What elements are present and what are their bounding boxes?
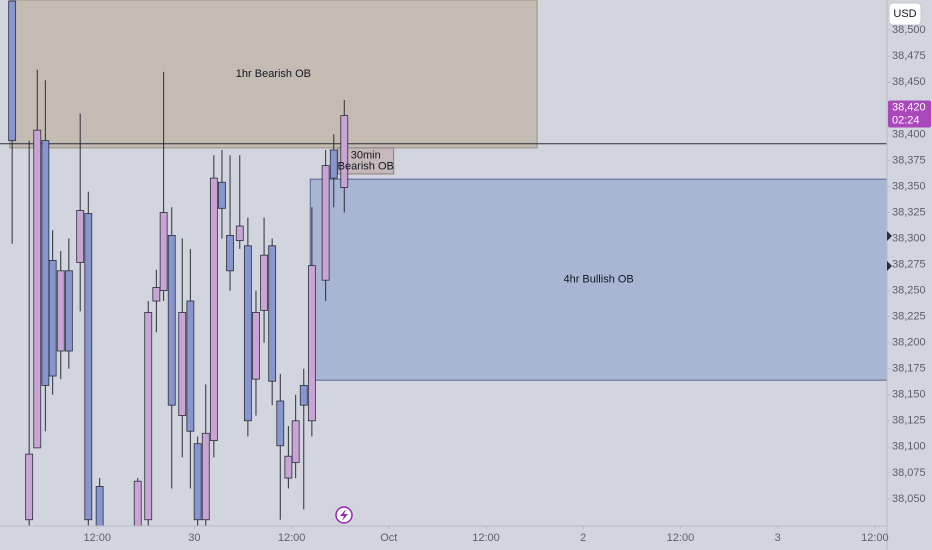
candle-body	[329, 149, 338, 179]
x-tick-label: 12:00	[861, 532, 889, 544]
currency-label: USD	[893, 8, 916, 20]
candle-body	[56, 270, 65, 352]
y-tick-label: 38,400	[892, 128, 926, 140]
y-tick-label: 38,450	[892, 76, 926, 88]
candle-body	[291, 420, 300, 463]
candle-body	[201, 432, 210, 521]
order-block-zone	[309, 178, 887, 381]
x-tick-label: 12:00	[278, 532, 306, 544]
candle-body	[178, 312, 187, 416]
candle-body	[209, 177, 218, 441]
y-tick-label: 38,300	[892, 232, 926, 244]
zone-label: 30min	[351, 149, 381, 161]
y-tick-label: 38,200	[892, 337, 926, 349]
zone-label: Bearish OB	[338, 160, 394, 172]
y-tick-label: 38,275	[892, 258, 926, 270]
candle-body	[133, 480, 142, 526]
x-tick-label: 12:00	[472, 532, 500, 544]
zone-label: 1hr Bearish OB	[236, 68, 311, 80]
candle-body	[284, 455, 293, 479]
candle-body	[41, 140, 50, 386]
candle-body	[218, 181, 226, 209]
candle-body	[159, 212, 168, 292]
y-tick-label: 38,175	[892, 363, 926, 375]
x-tick-label: Oct	[380, 532, 397, 544]
x-tick-label: 12:00	[667, 532, 695, 544]
y-tick-label: 38,250	[892, 285, 926, 297]
y-tick-label: 38,350	[892, 180, 926, 192]
candle-body	[25, 453, 34, 521]
y-tick-label: 38,325	[892, 206, 926, 218]
y-tick-label: 38,100	[892, 441, 926, 453]
y-tick-label: 38,375	[892, 154, 926, 166]
candle-body	[193, 443, 202, 521]
candle-body	[276, 400, 285, 447]
candle-body	[252, 312, 260, 380]
candle-body	[243, 245, 252, 422]
zone-label: 4hr Bullish OB	[563, 274, 633, 286]
y-tick-label: 38,125	[892, 415, 926, 427]
candle-body	[144, 312, 153, 521]
candle-body	[167, 234, 176, 406]
candle-body	[299, 384, 308, 406]
candle-body	[8, 0, 17, 142]
candle-body	[321, 165, 330, 281]
candle-body	[307, 265, 316, 422]
axes: 38,050 38,075 38,100 38,125 38,150 38,175 38,2…	[83, 24, 931, 544]
candle-body	[33, 129, 42, 449]
candle-body	[268, 245, 277, 382]
y-tick-label: 38,500	[892, 24, 926, 36]
candle-body	[186, 300, 195, 432]
candle-body	[76, 209, 85, 263]
candle-body	[48, 259, 57, 377]
y-tick-label: 38,150	[892, 389, 926, 401]
candle-body	[226, 234, 234, 272]
candle-body	[340, 115, 349, 188]
y-tick-label: 38,075	[892, 467, 926, 479]
current-price-label: 38,420	[892, 101, 926, 113]
candle-body	[260, 254, 268, 311]
countdown-label: 02:24	[892, 114, 920, 126]
current-price-tag	[888, 100, 931, 128]
currency-button[interactable]: USD	[888, 2, 922, 26]
candle-body	[95, 486, 104, 526]
lightning-icon[interactable]	[335, 506, 353, 524]
y-tick-label: 38,050	[892, 493, 926, 505]
y-tick-label: 38,225	[892, 311, 926, 323]
candle-body	[152, 287, 161, 302]
order-block-zone	[9, 0, 538, 149]
y-tick-label: 38,475	[892, 50, 926, 62]
candle-body	[64, 270, 73, 352]
x-tick-label: 2	[580, 532, 586, 544]
marker-arrow	[887, 231, 892, 241]
marker-arrow	[887, 261, 892, 271]
candle-body	[235, 225, 244, 242]
x-tick-label: 30	[188, 532, 200, 544]
x-tick-label: 12:00	[83, 532, 111, 544]
x-tick-label: 3	[775, 532, 781, 544]
candle-body	[84, 213, 93, 521]
